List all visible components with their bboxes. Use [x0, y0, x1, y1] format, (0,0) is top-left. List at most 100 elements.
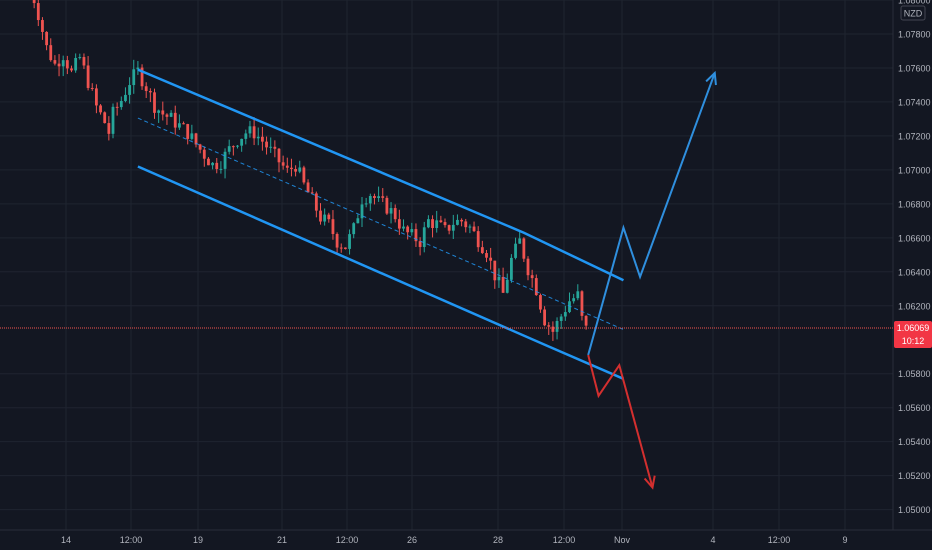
candle-body — [178, 123, 181, 128]
candle-body — [103, 112, 107, 124]
candle-body — [559, 316, 563, 321]
price-tick-label: 1.05800 — [898, 369, 931, 379]
candle-body — [194, 133, 198, 145]
time-tick-label: 12:00 — [120, 535, 143, 545]
candle-body — [543, 309, 546, 326]
candle-body — [551, 326, 555, 332]
time-tick-label: 9 — [842, 535, 847, 545]
candle-body — [406, 226, 410, 233]
candle-body — [78, 57, 82, 59]
candle-body — [173, 112, 177, 128]
time-tick-label: 14 — [61, 535, 71, 545]
bullish-arrow-path — [587, 72, 716, 356]
candle-body — [431, 219, 434, 229]
candle-body — [397, 219, 401, 229]
candle-body — [215, 162, 219, 170]
candle-body — [510, 257, 513, 280]
candle-body — [202, 149, 206, 159]
candle-body — [95, 88, 98, 106]
candle-body — [248, 126, 252, 134]
time-tick-label: 12:00 — [336, 535, 359, 545]
price-axis[interactable] — [893, 0, 932, 530]
candle-body — [389, 208, 393, 214]
price-tick-label: 1.05200 — [898, 471, 931, 481]
candle-body — [227, 146, 231, 152]
candle-body — [505, 279, 509, 293]
candle-body — [49, 45, 53, 61]
candle-body — [45, 31, 48, 46]
price-tick-label: 1.06800 — [898, 199, 931, 209]
candle-body — [298, 167, 302, 172]
candle-body — [439, 220, 443, 223]
candle-body — [41, 20, 44, 32]
candle-body — [522, 238, 526, 259]
candle-body — [356, 218, 360, 224]
candle-body — [219, 168, 223, 170]
candle-body — [90, 87, 94, 89]
bearish-arrow-path — [587, 354, 654, 488]
candle-body — [464, 221, 468, 228]
time-tick-label: 12:00 — [768, 535, 791, 545]
candles — [32, 0, 588, 341]
candle-body — [443, 222, 447, 226]
candle-body — [74, 57, 78, 71]
projection-arrows[interactable] — [587, 70, 717, 490]
price-tick-label: 1.07200 — [898, 131, 931, 141]
candle-body — [563, 312, 567, 317]
candle-body — [422, 227, 426, 247]
candle-body — [364, 203, 368, 205]
candle-body — [198, 144, 202, 150]
time-tick-label: Nov — [614, 535, 631, 545]
candle-body — [555, 320, 559, 332]
trend-channel[interactable] — [137, 68, 624, 380]
candle-body — [61, 60, 65, 67]
candle-body — [70, 68, 73, 71]
candle-body — [456, 219, 459, 225]
candle-body — [65, 60, 69, 69]
candle-body — [451, 224, 455, 231]
candle-body — [526, 258, 530, 276]
candle-body — [534, 278, 538, 296]
candle-body — [231, 146, 235, 148]
candle-body — [236, 145, 239, 147]
candle-body — [256, 136, 260, 139]
candle-body — [572, 298, 576, 302]
channel-upper-line — [137, 68, 624, 282]
candle-body — [269, 146, 273, 148]
candle-body — [414, 229, 418, 242]
candle-body — [348, 234, 351, 249]
candle-body — [310, 192, 314, 194]
time-tick-label: 26 — [407, 535, 417, 545]
price-tick-label: 1.05400 — [898, 437, 931, 447]
candle-body — [244, 133, 248, 139]
price-tick-label: 1.06600 — [898, 233, 931, 243]
channel-lower-line — [137, 165, 624, 380]
candle-body — [335, 233, 339, 248]
candle-body — [584, 315, 588, 326]
price-tick-label: 1.06200 — [898, 301, 931, 311]
candle-body — [261, 136, 264, 142]
time-axis[interactable] — [0, 530, 932, 550]
candle-body — [435, 220, 439, 229]
candle-body — [476, 231, 480, 248]
currency-label: NZD — [904, 9, 923, 19]
candle-body — [576, 291, 580, 299]
candle-body — [148, 90, 152, 93]
candle-body — [377, 196, 380, 199]
time-tick-label: 21 — [277, 535, 287, 545]
candle-body — [360, 204, 364, 219]
currency-badge[interactable] — [900, 5, 926, 21]
candle-body — [352, 223, 356, 235]
current-price-badge: 1.06069 10:12 — [894, 321, 932, 349]
candle-body — [530, 275, 534, 279]
candle-body — [53, 60, 57, 64]
candle-body — [57, 63, 61, 67]
candle-body — [460, 219, 463, 222]
candle-body — [323, 214, 327, 222]
candle-body — [385, 197, 389, 214]
candle-body — [427, 219, 430, 228]
candle-body — [518, 238, 522, 244]
candle-body — [128, 85, 131, 95]
